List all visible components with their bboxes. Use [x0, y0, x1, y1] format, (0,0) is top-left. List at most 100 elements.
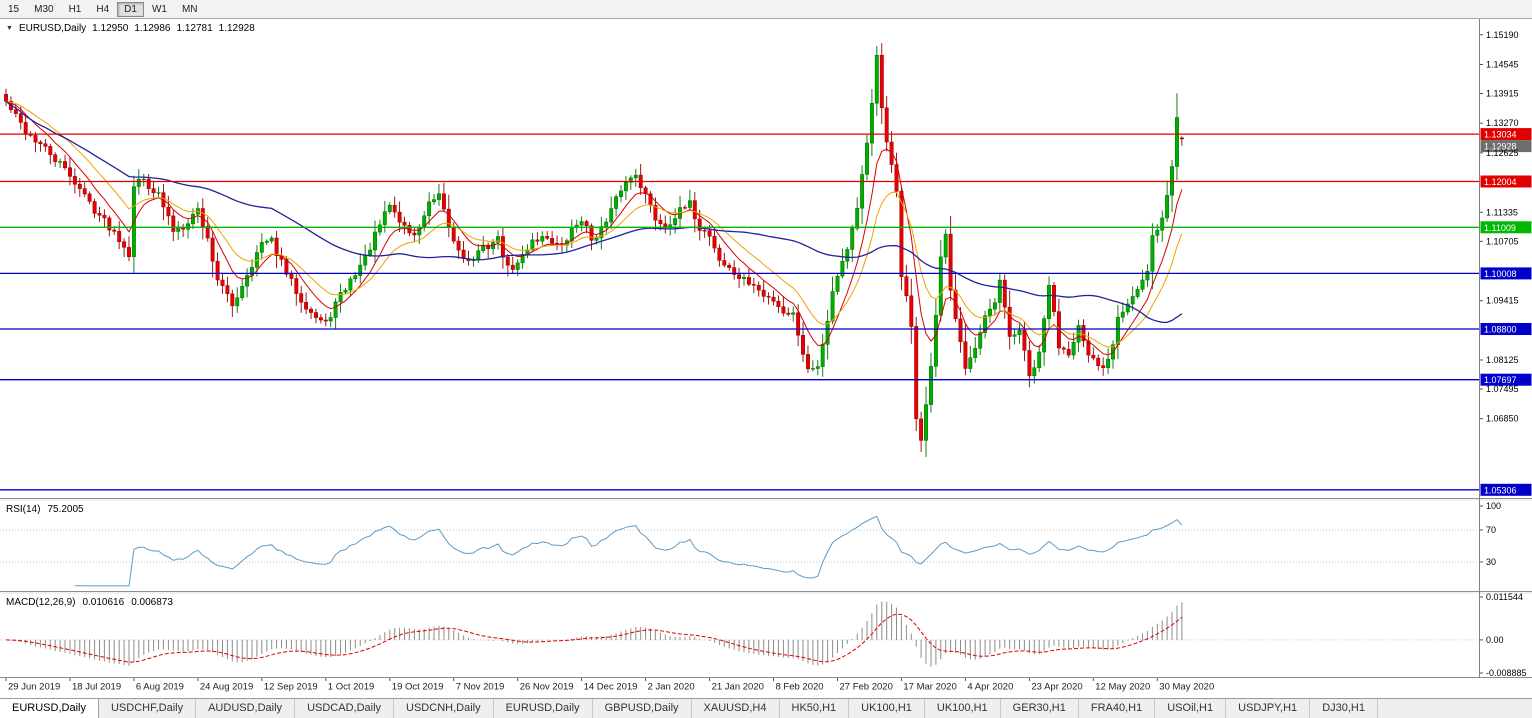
symbol-tab-6[interactable]: GBPUSD,Daily: [593, 699, 692, 718]
candle-body: [1096, 357, 1101, 366]
candle-body: [653, 205, 658, 221]
candle-body: [1022, 330, 1027, 351]
price-level-badge: [1480, 175, 1532, 188]
candle-body: [77, 183, 82, 189]
symbol-tab-3[interactable]: USDCAD,Daily: [295, 699, 395, 718]
candle-body: [692, 200, 697, 220]
rsi-axis-label: 30: [1486, 557, 1496, 567]
symbol-tab-13[interactable]: USOil,H1: [1155, 699, 1227, 718]
timeframe-button-h4[interactable]: H4: [96, 3, 110, 15]
candle-body: [1017, 330, 1022, 336]
symbol-tab-8[interactable]: HK50,H1: [780, 699, 850, 718]
candle-body: [1140, 279, 1145, 290]
candle-body: [988, 308, 992, 316]
candle-body: [373, 231, 377, 251]
candle-body: [122, 241, 127, 248]
candle-body: [117, 231, 122, 243]
symbol-tab-12[interactable]: FRA40,H1: [1079, 699, 1156, 718]
candle-body: [722, 260, 727, 266]
price-axis-tick-label: 1.07495: [1486, 384, 1519, 394]
symbol-tab-1[interactable]: USDCHF,Daily: [99, 699, 197, 718]
timeframe-button-w1[interactable]: W1: [151, 3, 167, 15]
candle-body: [732, 267, 737, 275]
candle-body: [594, 237, 599, 241]
timeframe-button-mn[interactable]: MN: [181, 3, 198, 15]
candle-body: [269, 237, 274, 242]
candle-body: [619, 190, 623, 197]
candle-body: [225, 285, 230, 295]
candle-body: [289, 274, 294, 279]
symbol-tab-15[interactable]: DJ30,H1: [1310, 699, 1378, 718]
candle-body: [1115, 316, 1120, 345]
candle-body: [181, 227, 186, 230]
price-level-badge-text: 1.11009: [1484, 223, 1516, 233]
symbol-tab-2[interactable]: AUDUSD,Daily: [196, 699, 296, 718]
candle-body: [166, 206, 171, 217]
candle-body: [801, 335, 805, 355]
candle-body: [151, 188, 156, 194]
candle-body: [43, 143, 48, 147]
chart-open-value: 1.12950: [92, 23, 129, 34]
x-axis-date-label: 30 May 2020: [1159, 682, 1214, 693]
symbol-tab-10[interactable]: UK100,H1: [925, 699, 1001, 718]
candle-body: [1145, 271, 1150, 281]
candle-body: [427, 201, 432, 217]
price-level-badge-text: 1.05306: [1484, 485, 1517, 495]
candle-body: [314, 312, 318, 318]
candle-body: [210, 237, 215, 262]
x-axis-date-label: 19 Oct 2019: [392, 682, 444, 693]
symbol-tab-11[interactable]: GER30,H1: [1001, 699, 1079, 718]
candle-body: [1135, 289, 1140, 297]
candle-body: [540, 236, 545, 242]
macd-signal-value: 0.006873: [131, 597, 173, 608]
symbol-tab-4[interactable]: USDCNH,Daily: [394, 699, 494, 718]
chart-collapse-icon[interactable]: ▼: [6, 25, 13, 32]
timeframe-button-h1[interactable]: H1: [68, 3, 82, 15]
macd-signal-line: [5, 613, 1183, 663]
candle-body: [855, 207, 860, 229]
candle-body: [486, 244, 491, 250]
candle-body: [63, 161, 67, 168]
candle-body: [18, 113, 23, 123]
candle-body: [958, 318, 963, 343]
candle-body: [968, 357, 973, 369]
symbol-tab-0[interactable]: EURUSD,Daily: [0, 699, 99, 718]
symbol-tab-5[interactable]: EURUSD,Daily: [494, 699, 593, 718]
price-level-badge-text: 1.10008: [1484, 269, 1517, 279]
timeframe-button-d1[interactable]: D1: [117, 1, 144, 17]
candle-body: [58, 161, 63, 163]
symbol-tab-14[interactable]: USDJPY,H1: [1226, 699, 1311, 718]
current-price-badge: [1480, 140, 1532, 153]
symbol-tab-7[interactable]: XAUUSD,H4: [692, 699, 780, 718]
candle-body: [323, 319, 328, 322]
candle-body: [1071, 342, 1076, 356]
candle-body: [997, 279, 1002, 303]
candle-body: [348, 278, 353, 291]
candle-body: [756, 285, 761, 291]
x-axis-date-label: 1 Oct 2019: [328, 682, 374, 693]
candle-body: [141, 178, 146, 181]
timeframe-button-m30[interactable]: M30: [34, 3, 54, 15]
candle-body: [766, 296, 771, 298]
candle-body: [604, 221, 609, 227]
candle-body: [874, 54, 879, 104]
chart-background: [0, 19, 1532, 698]
candle-body: [441, 193, 446, 210]
candle-body: [727, 264, 732, 268]
candle-body: [545, 236, 550, 239]
candle-body: [259, 242, 264, 253]
candle-body: [992, 302, 997, 310]
x-axis-date-label: 26 Nov 2019: [520, 682, 574, 693]
candle-body: [13, 109, 18, 114]
chart-symbol-label: EURUSD,Daily: [18, 23, 87, 34]
timeframe-button-15[interactable]: 15: [8, 3, 20, 15]
rsi-axis-label: 100: [1486, 501, 1501, 511]
rsi-line: [74, 515, 1183, 587]
candle-body: [1061, 347, 1066, 350]
x-axis-date-label: 6 Aug 2019: [136, 682, 184, 693]
symbol-tab-9[interactable]: UK100,H1: [849, 699, 925, 718]
price-chart-canvas[interactable]: 1.13034 1.12004 1.11009 1.10008 1.08800 1.076…: [0, 19, 1532, 698]
candle-body: [48, 146, 53, 155]
candle-body: [432, 199, 436, 203]
